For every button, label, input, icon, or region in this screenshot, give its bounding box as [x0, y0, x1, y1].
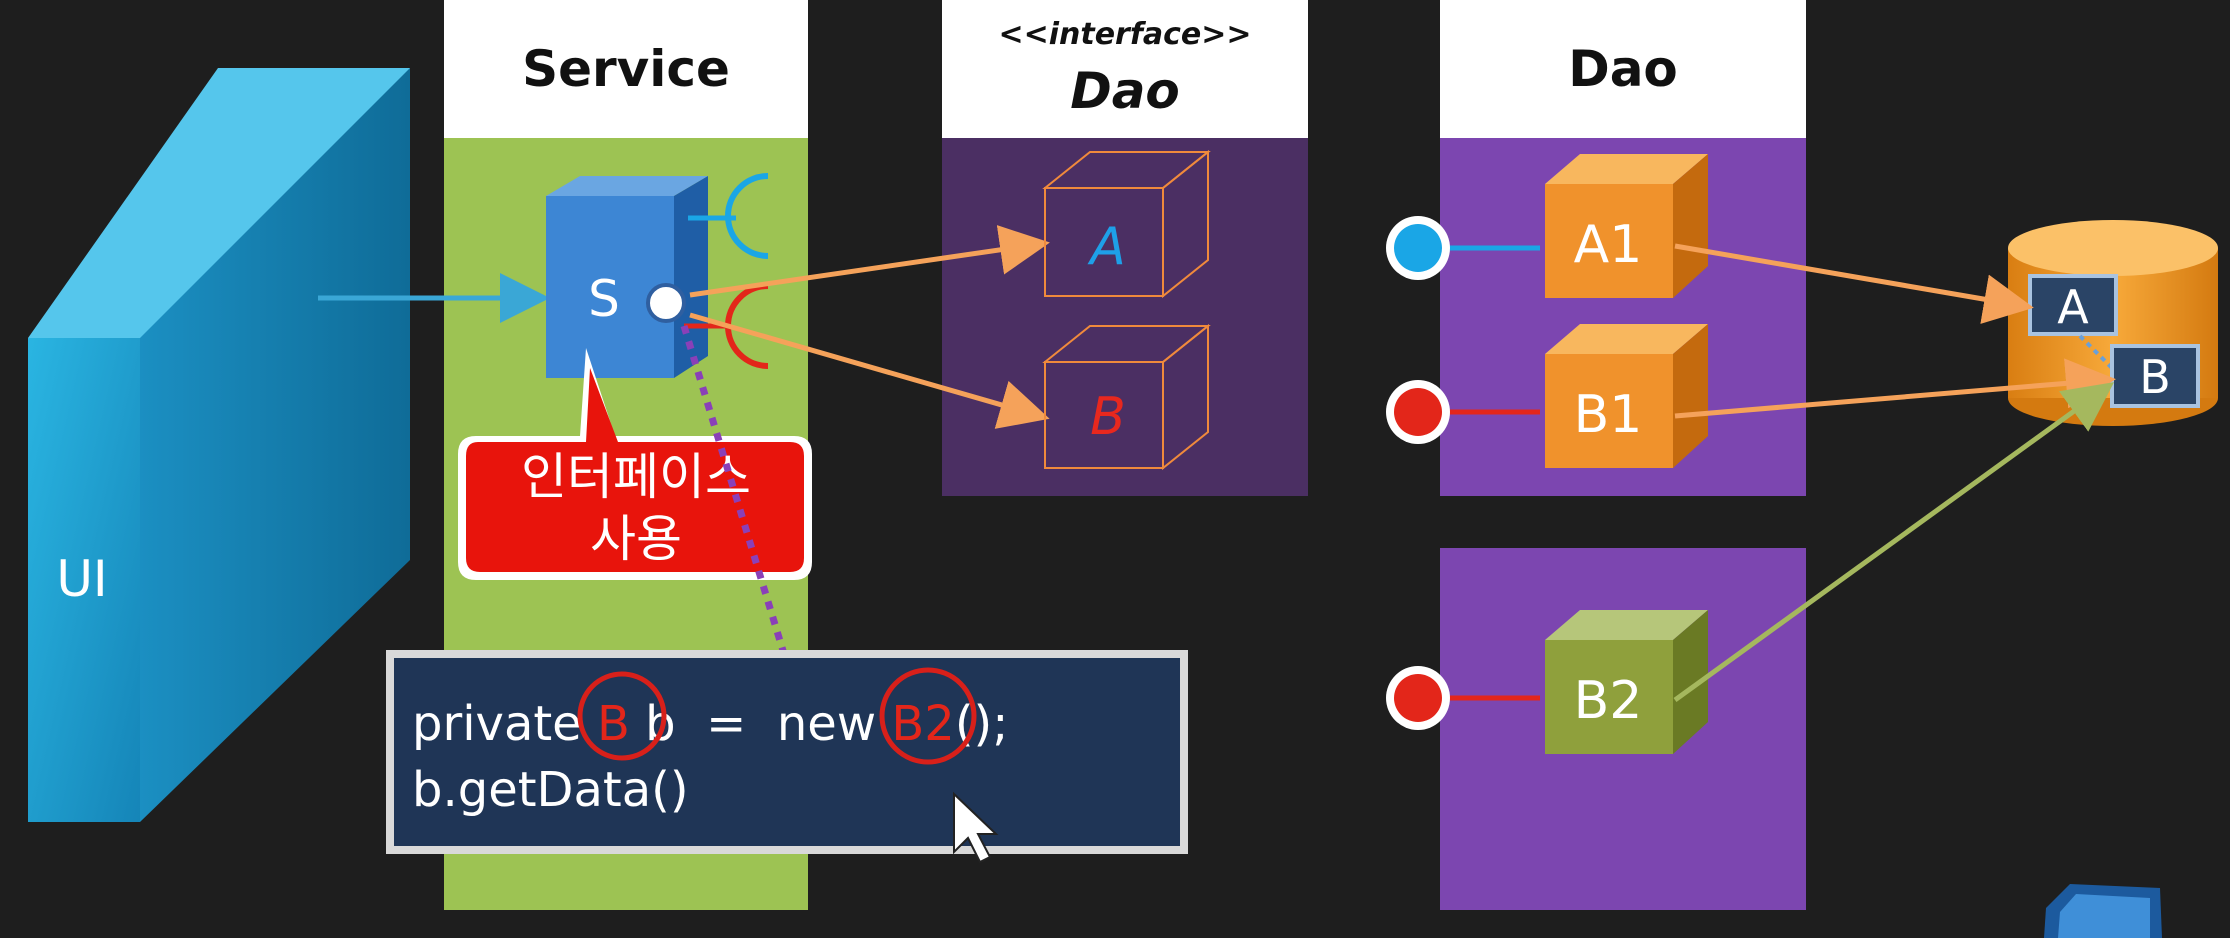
db-table-a-label: A: [2057, 280, 2089, 334]
b2-box: B2: [1545, 610, 1708, 754]
b1-lollipop: [1386, 380, 1540, 444]
callout-line2: 사용: [590, 510, 682, 568]
a1-box: A1: [1545, 154, 1708, 298]
interface-a-label: A: [1087, 217, 1126, 277]
mouse-cursor-icon: [953, 791, 999, 864]
interface-b-label: B: [1090, 387, 1126, 447]
service-to-interface-b-arrow: [689, 312, 1050, 429]
service-box: S: [546, 176, 708, 378]
code-line2: b.getData(): [412, 762, 689, 818]
code-line1: private B b = new B2();: [412, 696, 1008, 752]
callout-line1: 인터페이스: [521, 448, 751, 506]
b1-label: B1: [1574, 385, 1643, 445]
db-table-b-label: B: [2139, 350, 2171, 404]
dao-column: Dao: [1440, 0, 1806, 910]
b2-lollipop: [1386, 666, 1540, 730]
db-table-b: [2110, 344, 2200, 408]
interface-box-b: [1042, 323, 1211, 471]
service-column-title: Service: [522, 40, 730, 98]
corner-logo-icon: [2044, 884, 2162, 938]
database-icon: A B: [2008, 220, 2218, 426]
b2-to-table-b-arrow: [1673, 382, 2115, 703]
db-table-a: [2028, 274, 2118, 336]
b2-label: B2: [1574, 671, 1643, 731]
interface-callout: 인터페이스 사용: [458, 348, 812, 580]
blue-socket-icon: [688, 173, 769, 259]
impl-highlight-circle: [879, 667, 977, 765]
a1-label: A1: [1574, 215, 1643, 275]
type-highlight-circle: [577, 671, 667, 761]
a1-to-table-a-arrow: [1674, 243, 2034, 324]
b1-to-table-b-arrow: [1674, 358, 2116, 419]
interface-dao-column: <<interface>> Dao: [942, 0, 1308, 496]
interface-box-a: [1042, 149, 1211, 299]
dao-column-title: Dao: [1568, 40, 1678, 98]
ui-label: UI: [56, 550, 107, 608]
a1-lollipop: [1386, 216, 1540, 280]
interface-stereotype: <<interface>>: [998, 17, 1251, 52]
code-box: private B b = new B2(); b.getData(): [386, 650, 1188, 854]
ui-panel: UI: [28, 68, 410, 822]
service-to-interface-a-arrow: [689, 225, 1050, 298]
b1-box: B1: [1545, 324, 1708, 468]
service-box-label: S: [588, 270, 620, 328]
interface-column-title: Dao: [1070, 62, 1180, 120]
